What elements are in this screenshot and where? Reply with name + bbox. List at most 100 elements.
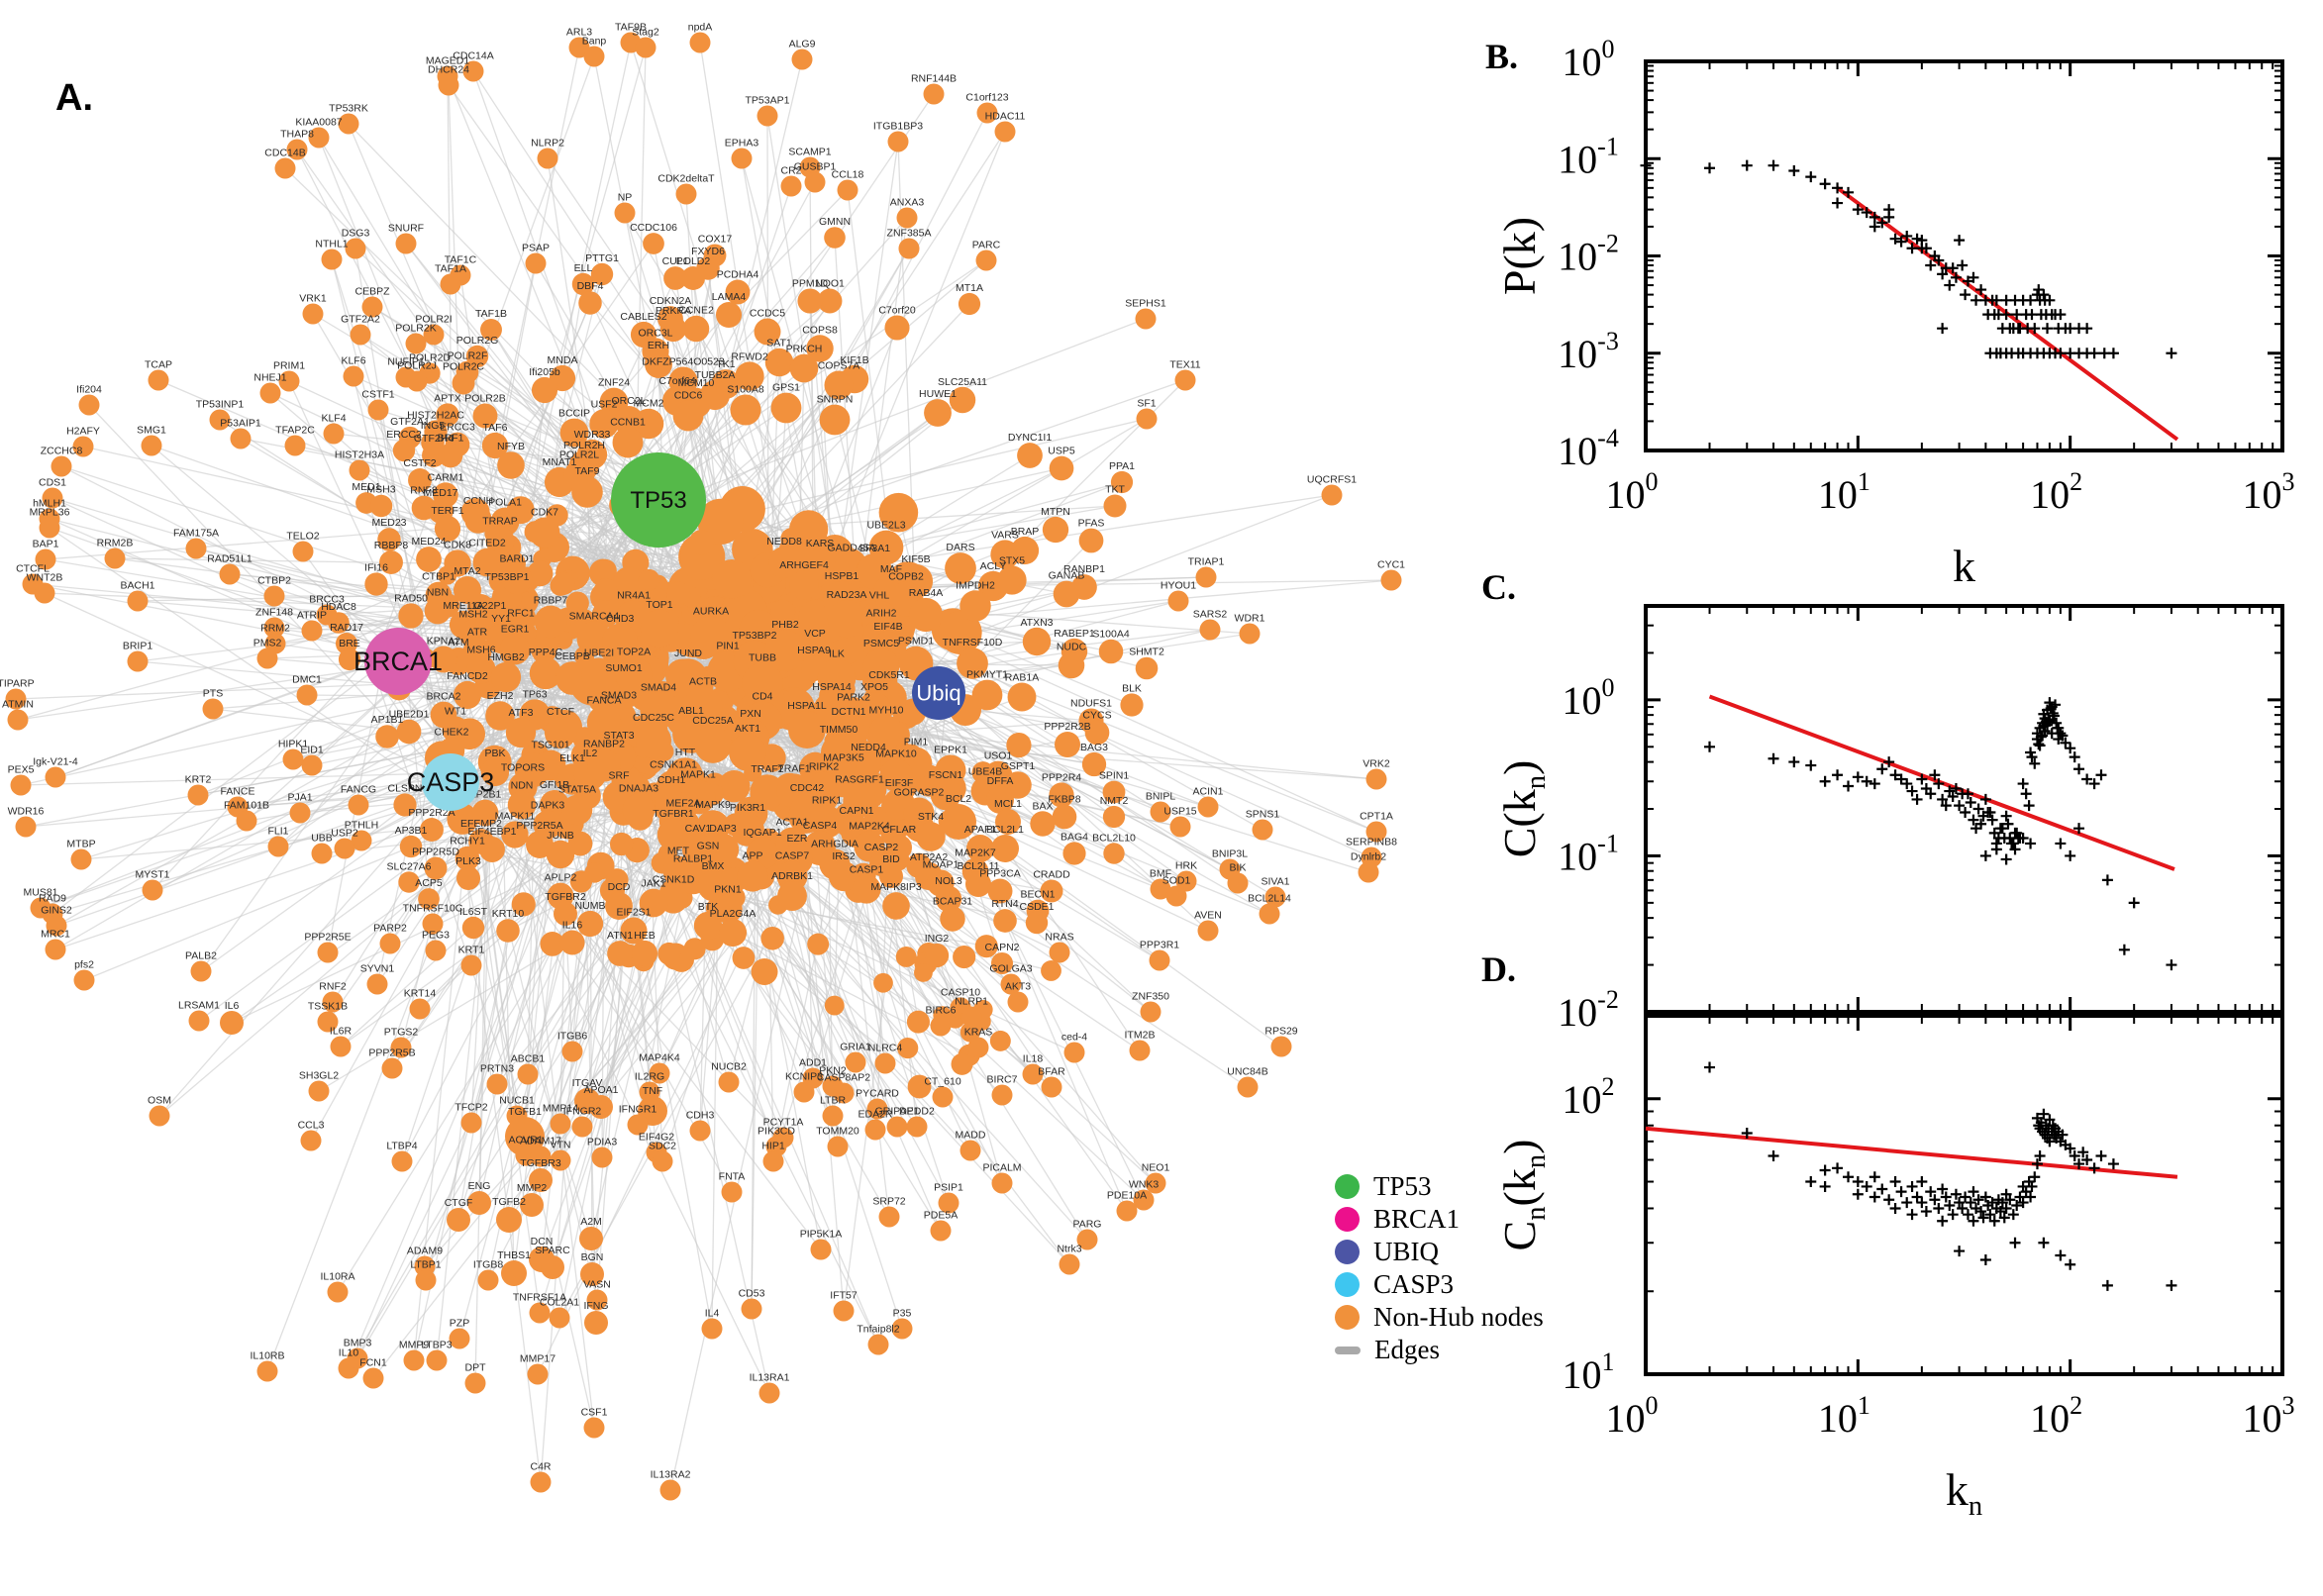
node-label: COL2A1	[540, 1297, 579, 1309]
node-label: POLR2B	[464, 393, 505, 405]
network-node	[185, 538, 207, 559]
node-label: MCM10	[678, 377, 715, 389]
data-point-plus	[1911, 1191, 1923, 1203]
node-label: SAT1	[766, 338, 792, 349]
node-label: MMP14	[543, 1103, 578, 1115]
node-label: DNAJA3	[619, 783, 658, 795]
node-label: TRIAP1	[1188, 556, 1225, 568]
node-label: TAF9	[575, 465, 600, 477]
network-node	[569, 870, 593, 893]
network-node	[347, 1347, 368, 1369]
data-point-plus	[1972, 803, 1984, 815]
network-node	[689, 32, 711, 53]
node-label: EIF4G2	[639, 1132, 674, 1144]
data-points	[1704, 1061, 2177, 1291]
network-node	[549, 1307, 570, 1329]
network-node	[34, 582, 55, 604]
node-label: RAD50	[394, 592, 428, 604]
node-label: TGFB2	[492, 1196, 526, 1208]
node-label: CSNK1D	[653, 873, 695, 885]
network-node	[824, 995, 845, 1016]
network-node	[10, 774, 32, 796]
node-label: ACTA1	[775, 817, 808, 829]
node-label: RALBP1	[673, 853, 713, 865]
node-label: ATM	[448, 637, 468, 648]
data-point-plus	[1805, 171, 1817, 183]
network-node	[903, 797, 935, 829]
node-label: MAPK9	[695, 799, 731, 811]
data-point-plus	[1968, 1186, 1979, 1198]
network-node	[440, 273, 461, 295]
network-node	[321, 249, 343, 270]
network-node	[1149, 949, 1170, 971]
node-label: FKBP8	[1048, 794, 1080, 806]
network-node	[430, 646, 457, 673]
data-point-plus	[2101, 874, 2113, 886]
network-node	[580, 1262, 604, 1286]
data-point-plus	[2035, 731, 2047, 743]
network-node	[5, 688, 27, 710]
network-node	[878, 492, 919, 533]
network-node	[395, 233, 417, 254]
network-node	[874, 1052, 896, 1074]
data-point-plus	[1889, 769, 1901, 781]
data-point-plus	[1640, 159, 1652, 171]
node-label: FANCA	[586, 695, 621, 707]
node-label: MMP17	[520, 1353, 556, 1365]
network-node	[793, 1081, 815, 1103]
network-node	[453, 575, 482, 605]
network-node	[694, 726, 732, 763]
node-label: NLRC4	[868, 1043, 903, 1054]
plot-ticks	[1644, 1015, 2284, 1376]
data-point-plus	[1954, 800, 1966, 812]
node-label: DPT	[465, 1362, 487, 1374]
node-label: CSTF2	[403, 457, 436, 469]
network-node	[777, 881, 807, 911]
node-label: POLR2K	[395, 323, 436, 335]
network-node	[424, 597, 452, 625]
network-node	[556, 661, 589, 695]
network-node	[590, 262, 614, 286]
node-label: ATRIP	[297, 610, 327, 622]
network-node	[541, 1255, 564, 1279]
node-label: HSPA9	[797, 645, 831, 656]
network-node	[1358, 861, 1379, 883]
network-node	[652, 1150, 673, 1172]
node-label: UBE2L3	[866, 520, 905, 532]
network-node	[263, 585, 285, 607]
network-node	[721, 1181, 743, 1203]
data-point-plus	[2017, 778, 2029, 790]
data-point-plus	[1979, 793, 1991, 805]
node-label: PDE10A	[1107, 1190, 1147, 1202]
node-label: YY1	[491, 613, 511, 625]
network-node	[544, 716, 577, 749]
node-label: PTGS2	[384, 1027, 419, 1039]
network-node	[486, 1073, 508, 1095]
node-label: WDR33	[574, 429, 611, 441]
node-label: ATN1	[607, 930, 633, 942]
node-label: CHEK2	[434, 727, 468, 739]
data-point-plus	[1933, 254, 1945, 266]
node-label: ACP5	[415, 877, 443, 889]
node-label: COPB2	[888, 571, 924, 583]
node-label: WNK3	[1129, 1179, 1159, 1191]
node-label: CDC14A	[453, 50, 493, 62]
network-node	[1321, 484, 1343, 506]
node-label: TNFRSF1A	[513, 1292, 566, 1304]
data-point-plus	[1968, 271, 1979, 283]
network-node	[960, 1140, 981, 1161]
node-label: PPA1	[1109, 460, 1135, 472]
network-node	[496, 919, 520, 943]
network-node	[529, 1168, 553, 1192]
node-label: PRKCH	[786, 344, 823, 355]
node-label: PYCARD	[856, 1088, 899, 1100]
network-hubs: TP53 BRCA1 Ubiq CASP3	[354, 452, 965, 811]
node-label: CTBP1	[422, 571, 455, 583]
node-label: EIF4EBP1	[467, 826, 516, 838]
network-node	[897, 1037, 919, 1059]
node-label: WDR16	[8, 806, 45, 818]
network-node	[447, 803, 478, 835]
network-node	[188, 1010, 210, 1032]
node-label: CSF1	[581, 1407, 608, 1419]
network-node	[1010, 536, 1040, 565]
